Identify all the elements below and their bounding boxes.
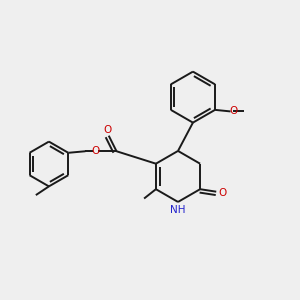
Text: O: O [229, 106, 238, 116]
Text: O: O [218, 188, 226, 198]
Text: O: O [91, 146, 100, 156]
Text: O: O [104, 125, 112, 135]
Text: NH: NH [170, 205, 186, 215]
